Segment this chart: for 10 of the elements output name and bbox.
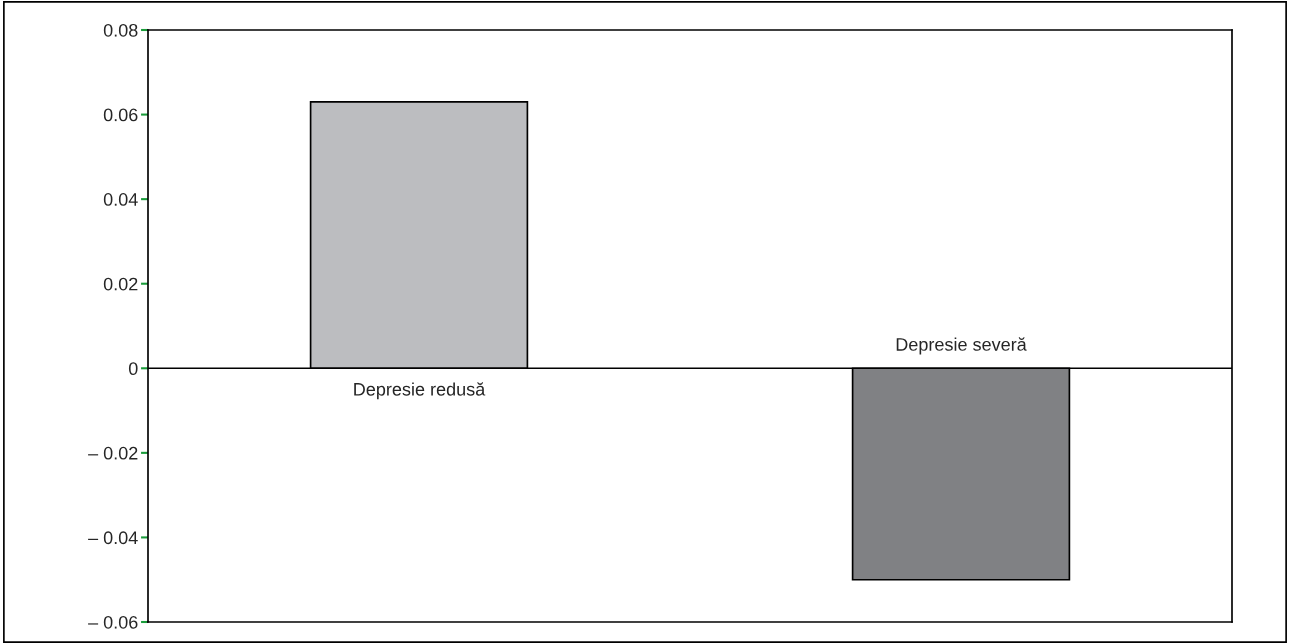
y-tick-label: – 0.06 — [88, 615, 138, 629]
x-tick-label: Depresie severă — [896, 337, 1027, 355]
y-tick-label: 0.02 — [103, 277, 138, 291]
y-tick-label: – 0.02 — [88, 446, 138, 460]
y-tick-label: 0.06 — [103, 108, 138, 122]
y-tick-label: 0.08 — [103, 23, 138, 37]
y-tick-label: 0 — [128, 362, 138, 376]
y-tick-label: – 0.04 — [88, 531, 138, 545]
y-tick-label: 0.04 — [103, 193, 138, 206]
x-tick-label: Depresie redusă — [354, 382, 486, 400]
